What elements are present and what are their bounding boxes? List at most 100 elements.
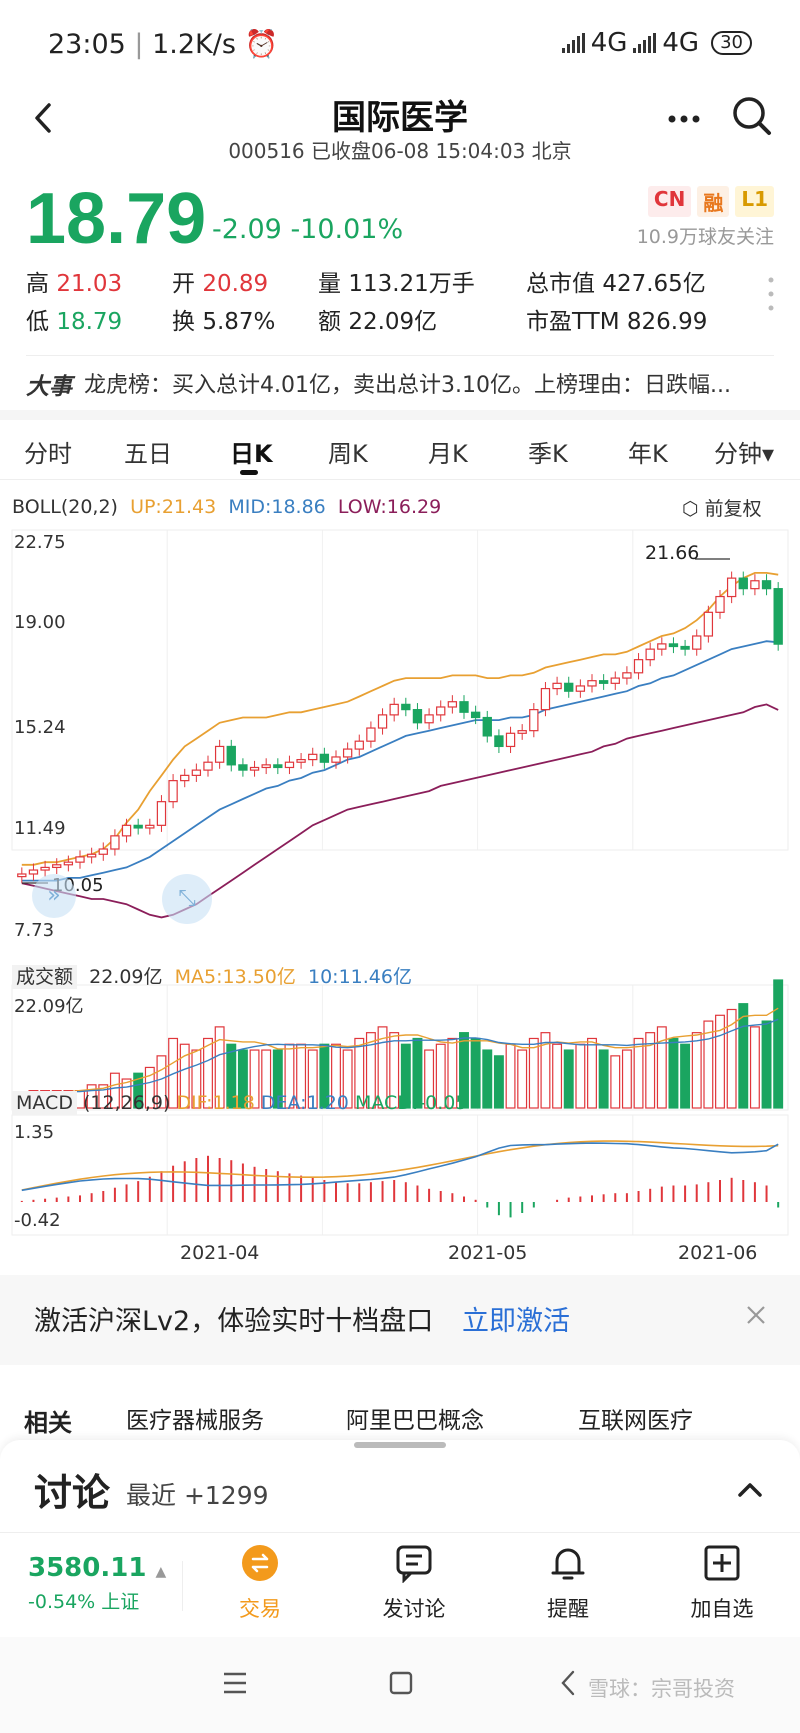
tab-five-day[interactable]: 五日 [124,440,172,468]
volume-bar [144,1066,155,1109]
home-icon[interactable] [388,1670,414,1700]
candle-body [505,732,516,748]
fullscreen-icon[interactable]: ⤡ [162,874,212,924]
lv2-banner[interactable]: 激活沪深Lv2，体验实时十档盘口 立即激活 [0,1275,800,1365]
candle-body [273,764,283,769]
adjust-icon: ⬡ [682,498,699,520]
tab-weekly-k[interactable]: 周K [328,440,368,468]
related-tag-1[interactable]: 医疗器械服务 [126,1408,264,1434]
alert-button[interactable]: 提醒 [513,1543,623,1623]
activate-link[interactable]: 立即激活 [462,1306,570,1337]
tab-intraday[interactable]: 分时 [24,440,72,468]
candle-body [564,682,574,692]
volume-bar [703,1020,714,1109]
search-icon[interactable] [730,94,774,138]
follower-count: 10.9万球友关注 [636,226,774,248]
volume-bar [109,1072,120,1109]
related-tag-3[interactable]: 互联网医疗 [578,1408,693,1434]
discussion-sheet[interactable]: 讨论 最近 +1299 [0,1440,800,1540]
post-discussion-button[interactable]: 发讨论 [359,1543,469,1623]
tab-yearly-k[interactable]: 年K [628,440,668,468]
volume-bar [738,1003,749,1109]
candle-body [86,853,97,858]
candle-body [214,745,225,763]
related-tag-2[interactable]: 阿里巴巴概念 [346,1408,484,1434]
volume-bar [179,1043,190,1109]
candle-body [470,711,481,719]
adjust-toggle[interactable]: ⬡ 前复权 [682,498,762,520]
section-gap [0,410,800,420]
volume-tick: 22.09亿 [14,996,84,1017]
candle-body [657,643,667,650]
candle-body [168,780,178,803]
candle-body [517,730,527,734]
candle-body [284,761,295,769]
more-icon[interactable] [664,104,704,134]
volume-bar [272,1049,283,1109]
kline-chart[interactable]: BOLL(20,2) UP:21.43 MID:18.86 LOW:16.29 … [0,480,800,1280]
candle-body [761,580,772,590]
event-row[interactable]: 大事 龙虎榜：买入总计4.01亿，卖出总计3.10亿。上榜理由：日跌幅... [0,355,800,410]
candle-body [342,748,353,758]
page-title: 国际医学 [332,98,468,138]
tab-daily-k[interactable]: 日K [230,440,273,468]
candle-body [622,672,632,679]
candle-body [424,714,434,724]
tab-monthly-k[interactable]: 月K [428,440,468,468]
tab-minute[interactable]: 分钟▾ [714,440,775,468]
volume-bar [214,1026,225,1109]
trade-button[interactable]: 交易 [205,1543,315,1623]
volume-bar [319,1043,330,1109]
price-tick-4: 11.49 [14,818,66,839]
badge-l1[interactable]: L1 [735,186,774,217]
close-icon[interactable] [744,1303,768,1327]
tab-quarterly-k[interactable]: 季K [528,440,568,468]
add-watchlist-button[interactable]: 加自选 [667,1543,777,1623]
candle-body [203,761,213,771]
stats-grid: 高 21.03 开 20.89 量 113.21万手 总市值 427.65亿 低… [26,262,756,338]
stat-low: 低 18.79 [26,309,123,335]
candle-body [645,648,655,661]
candle-body [98,848,108,855]
vertical-more-icon[interactable] [766,274,776,314]
menu-icon[interactable] [222,1671,248,1699]
status-time: 23:05 [48,29,126,60]
discussion-recent: 最近 +1299 [126,1481,269,1510]
signal-icon [561,33,585,53]
divider [182,1561,183,1611]
current-price: 18.79 [26,179,207,259]
candle-body [692,635,702,650]
expand-left-icon[interactable]: » [32,874,76,918]
badge-margin[interactable]: 融 [697,186,730,217]
candle-body [249,766,260,771]
volume-bar [400,1043,411,1109]
dif-line [21,1140,779,1191]
candle-body [133,824,143,829]
active-tab-indicator [240,470,258,475]
back-nav-icon[interactable] [558,1669,578,1701]
volume-ma10-line [21,1018,779,1098]
bell-icon [551,1548,585,1580]
chevron-up-icon[interactable] [736,1476,764,1504]
page-subtitle: 000516 已收盘06-08 15:04:03 北京 [228,139,572,163]
stat-pe-ttm: 市盈TTM 826.99 [526,309,708,335]
watermark: 雪球：宗哥投资 [588,1677,735,1701]
volume-bar [389,1032,400,1109]
network-label-2: 4G [662,28,700,58]
badge-cn[interactable]: CN [647,186,692,217]
volume-panel-frame [11,984,789,1111]
candle-body [52,864,62,869]
back-icon[interactable] [26,100,62,136]
boll-low-line [21,703,779,919]
volume-bar [680,1043,691,1109]
price-tick-3: 15.24 [14,717,66,738]
drag-handle[interactable] [354,1442,446,1448]
volume-bar [668,1037,679,1109]
price-tick-5: 7.73 [14,920,55,941]
candle-body [121,824,132,837]
volume-bar [598,1049,609,1109]
index-widget[interactable]: 3580.11 ▲ -0.54% 上证 [28,1553,168,1614]
candle-body [680,645,690,650]
volume-bar [261,1049,272,1109]
candle-body [319,753,330,763]
